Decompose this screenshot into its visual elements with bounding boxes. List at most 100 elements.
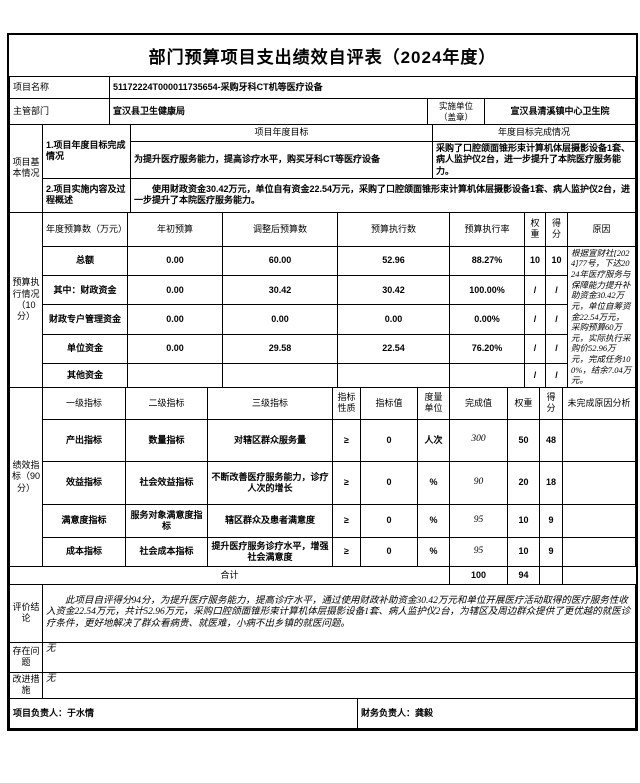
info-table: 项目名称 51172224T000011735654-采购牙科CT机等医疗设备 … [9,76,636,125]
perf-unit: % [417,460,450,505]
perf-score: 18 [539,460,563,505]
perf-total-weight: 100 [449,565,508,585]
perf-unit: 人次 [417,418,450,462]
perf-total-score: 94 [507,565,540,585]
perf-row-output: 产出指标 数量指标 对辖区群众服务量 ≥ 0 人次 300 50 48 [10,418,636,462]
budget-row-other-funds: 其他资金 / / [10,362,636,388]
budget-initial: 0.00 [127,333,223,364]
evaluation-form: 部门预算项目支出绩效自评表（2024年度） 项目名称 51172224T0000… [7,33,638,731]
perf-header-weight: 权重 [507,386,540,420]
basic-completion-header: 年度目标完成情况 [432,124,636,142]
perf-l1: 产出指标 [42,418,126,462]
perf-score: 9 [539,536,563,567]
budget-header-reason: 原因 [567,211,636,247]
budget-adjusted: 30.42 [222,275,338,306]
budget-score: / [545,333,568,364]
project-lead: 项目负责人：于水情 [9,697,358,729]
performance-table: 绩效指标（90分） 一级指标 二级指标 三级指标 指标性质 指标值 度量单位 完… [9,386,636,585]
basic-impl-label: 2.项目实施内容及过程概述 [42,177,131,213]
perf-reason [562,536,636,567]
perf-l3: 辖区群众及患者满意度 [207,503,333,538]
budget-rate: 100.00% [449,275,525,306]
budget-row-label: 其他资金 [42,362,128,388]
perf-row-cost: 成本指标 社会成本指标 提升医疗服务诊疗水平，增强社会满意度 ≥ 0 % 95 … [10,536,636,567]
perf-header-l3: 三级指标 [207,386,333,420]
budget-initial [127,362,223,388]
budget-weight: / [524,362,546,388]
perf-nature: ≥ [332,536,361,567]
budget-score: / [545,362,568,388]
budget-weight: 10 [524,245,546,277]
project-name-value: 51172224T000011735654-采购牙科CT机等医疗设备 [109,76,636,99]
budget-weight: / [524,333,546,364]
conclusion-label: 评价结论 [9,583,43,643]
summary-table: 评价结论 此项目自评得分94分，为提升医疗服务能力，提高诊疗水平，通过使用财政补… [9,583,636,699]
perf-header-l1: 一级指标 [42,386,126,420]
finance-lead: 财务负责人：龚毅 [357,697,636,729]
perf-actual: 95 [449,536,508,567]
budget-executed: 30.42 [337,275,450,306]
budget-adjusted: 60.00 [222,245,338,277]
perf-l3: 不断改善医疗服务能力，诊疗人次的增长 [207,460,333,505]
budget-section-label: 预算执行情况（10分） [9,211,43,388]
perf-row-satisfaction: 满意度指标 服务对象满意度指标 辖区群众及患者满意度 ≥ 0 % 95 10 9 [10,503,636,538]
perf-header-actual: 完成值 [449,386,508,420]
perf-header-nature: 指标性质 [332,386,361,420]
budget-initial: 0.00 [127,304,223,335]
budget-executed: 52.96 [337,245,450,277]
dept-label: 主管部门 [9,98,110,125]
perf-l3: 对辖区群众服务量 [207,418,333,462]
signature-table: 项目负责人：于水情 财务负责人：龚毅 [9,697,636,729]
budget-row-label: 其中：财政资金 [42,275,128,306]
perf-l2: 社会效益指标 [125,460,208,505]
perf-l2: 数量指标 [125,418,208,462]
perf-reason [562,418,636,462]
perf-total-row: 合计 100 94 [9,565,636,585]
measures-label: 改进措施 [9,671,43,699]
perf-actual: 300 [449,418,508,462]
perf-target: 0 [360,503,418,538]
conclusion-text: 此项目自评得分94分，为提升医疗服务能力，提高诊疗水平，通过使用财政补助资金30… [42,583,636,643]
budget-row-label: 单位资金 [42,333,128,364]
perf-nature: ≥ [332,503,361,538]
perf-header-score: 得分 [539,386,563,420]
budget-adjusted: 29.58 [222,333,338,364]
perf-target: 0 [360,536,418,567]
project-name-label: 项目名称 [9,76,110,99]
perf-weight: 20 [507,460,540,505]
budget-initial: 0.00 [127,245,223,277]
perf-total-label: 合计 [9,565,450,585]
title-row: 部门预算项目支出绩效自评表（2024年度） [9,35,636,77]
perf-score: 9 [539,503,563,538]
budget-score: 10 [545,245,568,277]
perf-header-l2: 二级指标 [125,386,208,420]
budget-score: / [545,304,568,335]
basic-completion-text: 采购了口腔颌面锥形束计算机体层摄影设备1套、病人监护仪2台，进一步提升了本院医疗… [432,141,636,179]
problems-label: 存在问题 [9,641,43,673]
basic-goal-label: 1.项目年度目标完成情况 [42,124,131,179]
perf-l2: 服务对象满意度指标 [125,503,208,538]
budget-row-total: 总额 0.00 60.00 52.96 88.27% 10 10 根据宣财社[2… [10,245,636,388]
perf-unit: % [417,536,450,567]
budget-score: / [545,275,568,306]
perf-actual: 95 [449,503,508,538]
perf-l1: 满意度指标 [42,503,126,538]
budget-header-initial: 年初预算 [127,211,223,247]
budget-header-category: 年度预算数（万元） [42,211,128,247]
unit-value: 宣汉县清溪镇中心卫生院 [484,98,636,125]
budget-rate [449,362,525,388]
budget-executed [337,362,450,388]
perf-total-reason [539,565,563,585]
perf-l2: 社会成本指标 [125,536,208,567]
page-title: 部门预算项目支出绩效自评表（2024年度） [148,48,497,67]
problems-text: 无 [42,641,636,673]
basic-impl-text: 使用财政资金30.42万元，单位自有资金22.54万元，采购了口腔颌面锥形束计算… [130,177,636,213]
budget-header-weight: 权重 [524,211,546,247]
perf-l3: 提升医疗服务诊疗水平，增强社会满意度 [207,536,333,567]
budget-executed: 0.00 [337,304,450,335]
perf-actual: 90 [449,460,508,505]
perf-row-benefit: 效益指标 社会效益指标 不断改善医疗服务能力，诊疗人次的增长 ≥ 0 % 90 … [10,460,636,505]
budget-header-score: 得分 [545,211,568,247]
perf-l1: 效益指标 [42,460,126,505]
